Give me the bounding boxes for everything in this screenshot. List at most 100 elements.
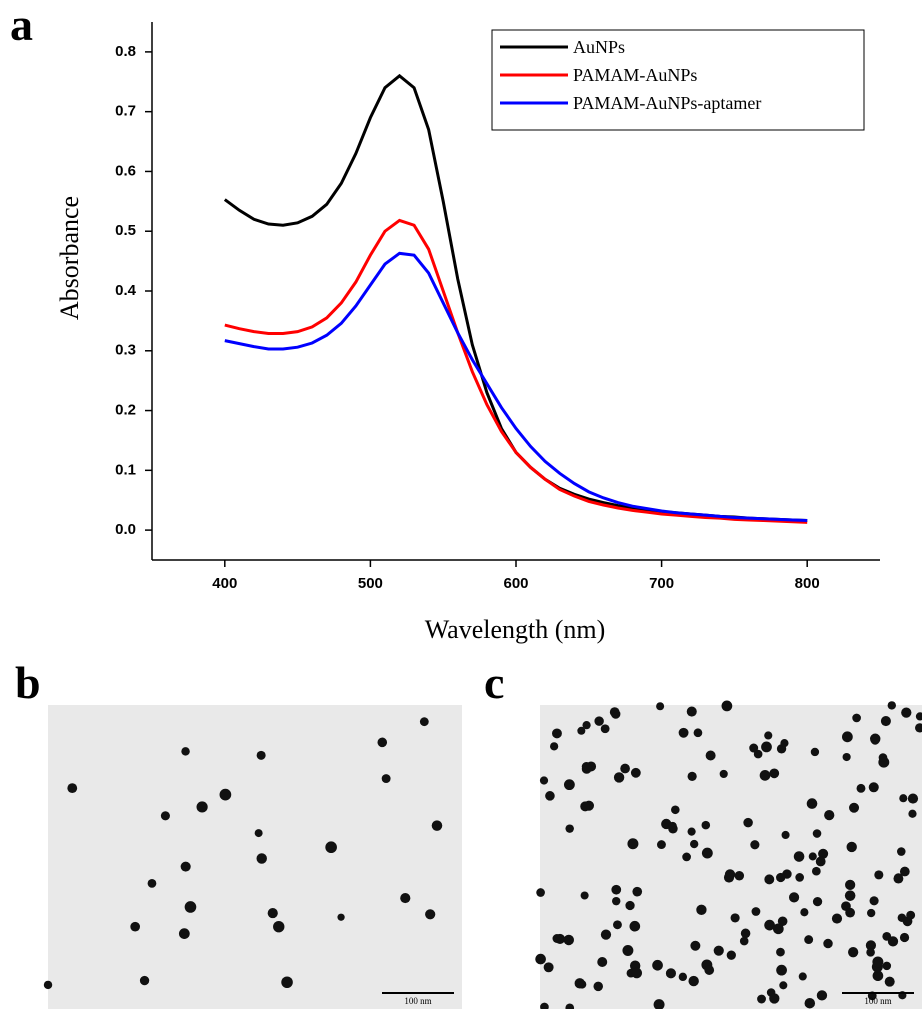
particle — [543, 962, 554, 973]
x-tick-label: 800 — [795, 575, 820, 592]
particle — [535, 953, 546, 965]
particle — [713, 945, 724, 956]
particle — [810, 747, 820, 757]
particle — [600, 724, 610, 734]
particle — [705, 750, 716, 761]
particle — [597, 956, 608, 967]
particle — [701, 820, 711, 830]
particle — [878, 753, 888, 762]
particle — [915, 723, 922, 733]
particle — [178, 928, 190, 940]
particle — [880, 716, 891, 727]
particle — [600, 929, 612, 940]
micrograph — [48, 705, 462, 1009]
y-tick-label: 0.0 — [115, 521, 136, 538]
x-tick-label: 600 — [503, 575, 528, 592]
particle — [552, 934, 562, 943]
y-tick-label: 0.3 — [115, 342, 136, 359]
particle — [764, 731, 773, 740]
y-axis-label: Absorbance — [55, 196, 84, 320]
scale-bar-label: 100 nm — [404, 996, 431, 1006]
particle — [823, 938, 833, 949]
particle — [574, 978, 585, 989]
particle — [908, 809, 917, 818]
y-tick-label: 0.2 — [115, 402, 136, 419]
particle — [780, 739, 789, 748]
particle — [580, 891, 589, 900]
series-line — [224, 251, 808, 523]
particle — [631, 967, 643, 979]
particle — [870, 735, 880, 745]
particle — [609, 707, 620, 717]
particle — [806, 798, 818, 809]
particle — [812, 896, 823, 907]
particle — [594, 716, 604, 726]
particle — [425, 909, 436, 920]
particle — [219, 788, 232, 801]
particle — [696, 904, 707, 915]
particle — [874, 870, 884, 880]
particle — [764, 874, 775, 885]
particle — [769, 768, 780, 779]
particle — [687, 827, 696, 836]
y-tick-label: 0.7 — [115, 103, 136, 120]
particle — [884, 976, 895, 987]
particle — [788, 892, 800, 903]
particle — [160, 811, 170, 821]
particle — [869, 896, 879, 906]
y-tick-label: 0.6 — [115, 162, 136, 179]
panel-label: c — [484, 657, 504, 708]
particle — [653, 999, 665, 1009]
legend-label: PAMAM-AuNPs-aptamer — [573, 93, 761, 113]
particle — [773, 923, 784, 935]
particle — [815, 856, 826, 867]
particle — [906, 910, 916, 920]
particle — [682, 852, 691, 862]
particle — [776, 964, 787, 976]
particle — [184, 901, 197, 913]
particle — [678, 727, 689, 738]
particle — [739, 936, 749, 946]
particle — [844, 890, 856, 901]
particle — [563, 934, 575, 946]
y-tick-label: 0.4 — [115, 282, 137, 299]
panel-label: b — [15, 657, 41, 708]
particle — [267, 908, 278, 919]
particle — [907, 793, 919, 804]
particle — [627, 838, 639, 850]
legend-label: PAMAM-AuNPs — [573, 65, 697, 85]
particle — [761, 741, 772, 753]
particle — [777, 916, 788, 927]
particle — [196, 801, 208, 813]
particle — [795, 873, 804, 882]
particle — [856, 783, 866, 793]
particle — [811, 866, 821, 876]
particle — [759, 770, 771, 781]
particle — [812, 829, 822, 838]
particle — [804, 997, 816, 1009]
particle — [690, 839, 699, 849]
particle — [180, 861, 191, 872]
particle — [798, 972, 807, 981]
particle — [620, 763, 630, 774]
particle — [751, 907, 761, 916]
particle — [652, 959, 663, 971]
particle — [613, 772, 625, 783]
x-tick-label: 500 — [358, 575, 383, 592]
scale-bar-label: 100 nm — [864, 996, 891, 1006]
particle — [147, 879, 157, 888]
particle — [887, 701, 896, 710]
particle — [721, 700, 733, 712]
particle — [687, 771, 697, 781]
particle — [577, 726, 586, 735]
particle — [552, 728, 562, 739]
particle — [671, 805, 680, 815]
particle — [793, 851, 805, 862]
particle — [581, 762, 592, 772]
particle — [848, 947, 859, 958]
particle — [899, 794, 908, 803]
particle — [539, 776, 549, 785]
particle — [688, 975, 699, 987]
particle — [419, 717, 429, 727]
